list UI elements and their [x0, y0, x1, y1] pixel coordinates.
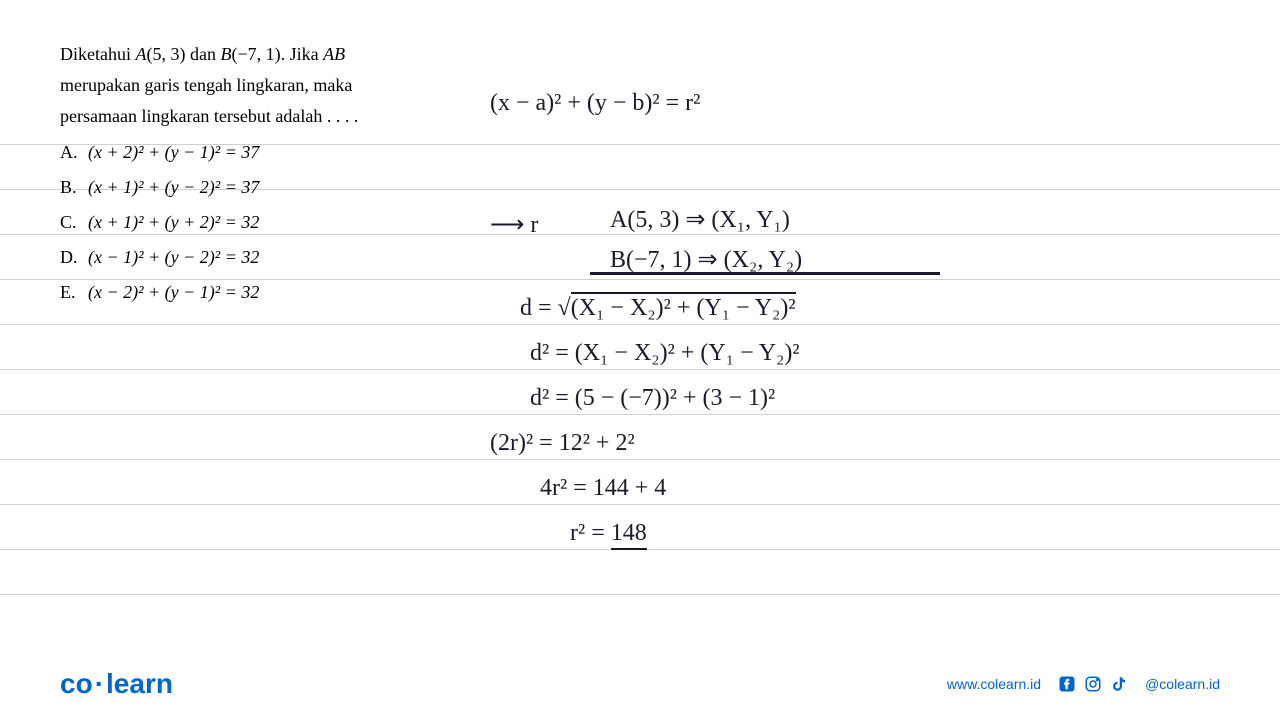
- instagram-icon: [1083, 674, 1103, 694]
- q-line1-Bpt: (−7, 1). Jika: [231, 44, 323, 64]
- hw-r2-pre: r² =: [570, 520, 611, 546]
- q-line1-pre: Diketahui: [60, 44, 135, 64]
- handwriting-area: (x − a)² + (y − b)² = r² ⟶ r A(5, 3) ⇒ (…: [470, 80, 1230, 640]
- hw-2r: (2r)² = 12² + 2²: [490, 430, 635, 457]
- brand-logo: co·learn: [60, 668, 173, 700]
- option-E-expr: (x − 2)² + (y − 1)² = 32: [88, 278, 259, 307]
- hw-underline-b: [590, 272, 940, 275]
- option-D-expr: (x − 1)² + (y − 2)² = 32: [88, 243, 259, 272]
- option-C-expr: (x + 1)² + (y + 2)² = 32: [88, 208, 259, 237]
- q-line2: merupakan garis tengah lingkaran, maka: [60, 71, 460, 100]
- footer: co·learn www.colearn.id @colearn.id: [0, 668, 1280, 700]
- q-line3: persamaan lingkaran tersebut adalah . . …: [60, 102, 460, 131]
- facebook-icon: [1057, 674, 1077, 694]
- question-block: Diketahui A(5, 3) dan B(−7, 1). Jika AB …: [60, 40, 460, 312]
- question-text: Diketahui A(5, 3) dan B(−7, 1). Jika AB …: [60, 40, 460, 130]
- option-D: D. (x − 1)² + (y − 2)² = 32: [60, 243, 460, 272]
- hw-point-b: B(−7, 1) ⇒ (X₂, Y₂): [610, 245, 802, 274]
- option-A-letter: A.: [60, 138, 88, 167]
- option-E: E. (x − 2)² + (y − 1)² = 32: [60, 278, 460, 307]
- hw-d-sqrt: d = √(X₁ − X₂)² + (Y₁ − Y₂)²: [520, 295, 796, 322]
- hw-d-sqrt-body: (X₁ − X₂)² + (Y₁ − Y₂)²: [571, 292, 796, 321]
- footer-url: www.colearn.id: [947, 676, 1041, 692]
- option-C-letter: C.: [60, 208, 88, 237]
- option-B-expr: (x + 1)² + (y − 2)² = 37: [88, 173, 259, 202]
- footer-right: www.colearn.id @colearn.id: [947, 674, 1220, 694]
- options-list: A. (x + 2)² + (y − 1)² = 37 B. (x + 1)² …: [60, 138, 460, 306]
- footer-handle: @colearn.id: [1145, 676, 1220, 692]
- option-B-letter: B.: [60, 173, 88, 202]
- hw-arrow-r: ⟶ r: [490, 210, 538, 239]
- hw-circle-eq: (x − a)² + (y − b)² = r²: [490, 90, 700, 117]
- hw-d-sqrt-pre: d = √: [520, 295, 571, 321]
- option-C: C. (x + 1)² + (y + 2)² = 32: [60, 208, 460, 237]
- social-icons: [1057, 674, 1129, 694]
- option-D-letter: D.: [60, 243, 88, 272]
- q-line1-Apt: (5, 3) dan: [146, 44, 220, 64]
- option-E-letter: E.: [60, 278, 88, 307]
- logo-co: co: [60, 668, 93, 699]
- tiktok-icon: [1109, 674, 1129, 694]
- hw-d2-sub: d² = (5 − (−7))² + (3 − 1)²: [530, 385, 775, 412]
- hw-d2: d² = (X₁ − X₂)² + (Y₁ − Y₂)²: [530, 340, 800, 367]
- hw-r2-val: 148: [611, 520, 647, 550]
- logo-dot: ·: [95, 668, 104, 699]
- hw-4r2: 4r² = 144 + 4: [540, 475, 666, 502]
- logo-learn: learn: [106, 668, 173, 699]
- hw-point-a: A(5, 3) ⇒ (X₁, Y₁): [610, 205, 790, 234]
- option-A-expr: (x + 2)² + (y − 1)² = 37: [88, 138, 259, 167]
- hw-r2: r² = 148: [570, 520, 647, 550]
- q-line1-A: A: [135, 44, 146, 64]
- option-A: A. (x + 2)² + (y − 1)² = 37: [60, 138, 460, 167]
- q-line1-AB: AB: [323, 44, 345, 64]
- q-line1-B: B: [220, 44, 231, 64]
- option-B: B. (x + 1)² + (y − 2)² = 37: [60, 173, 460, 202]
